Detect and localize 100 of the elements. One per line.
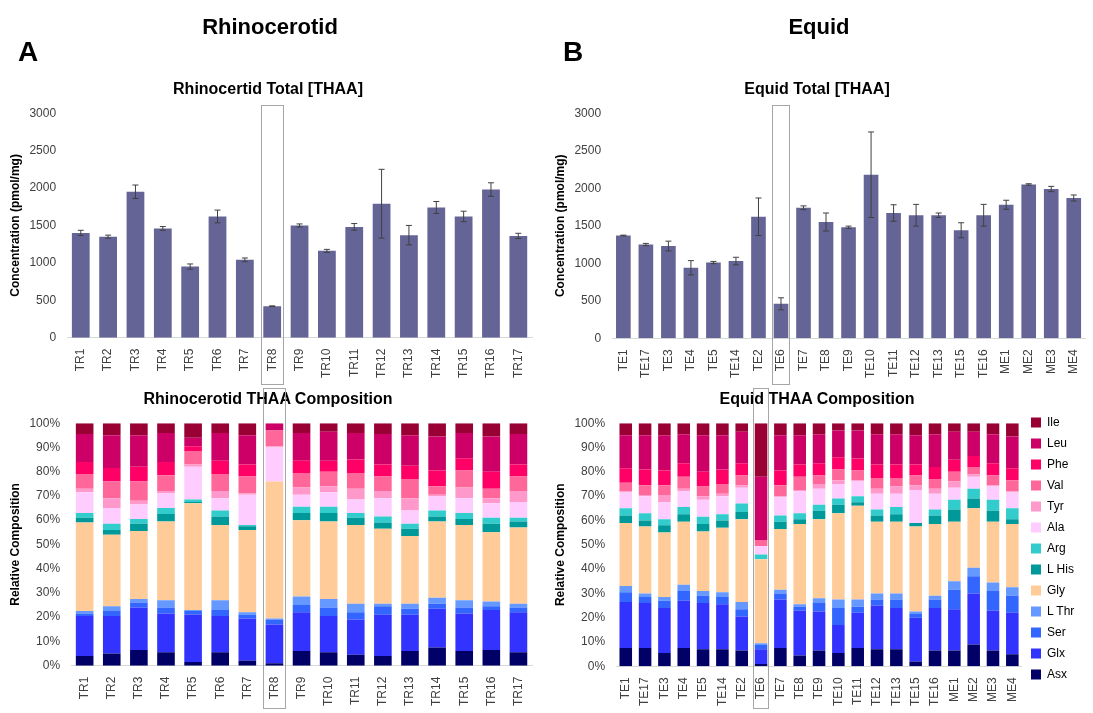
- y-tick-label: 500: [581, 293, 602, 308]
- legend-label: L His: [1046, 561, 1074, 576]
- legend-label: Ala: [1046, 519, 1065, 534]
- x-tick-label: TR3: [131, 676, 146, 700]
- x-tick-label: TR1: [73, 348, 88, 372]
- x-tick-label: TR9: [291, 348, 306, 372]
- text: Rhinocerotid: [202, 14, 338, 39]
- x-tick-label: TE4: [683, 349, 698, 372]
- legend-label: Leu: [1046, 435, 1068, 450]
- x-tick-label: TE16: [975, 349, 990, 379]
- x-tick-label: TE3: [656, 677, 671, 700]
- x-tick-label: TE11: [850, 677, 865, 706]
- x-tick-label: TR7: [239, 676, 254, 700]
- y-tick-label: 500: [36, 292, 57, 307]
- y-tick-label: 1000: [29, 255, 57, 270]
- x-tick-label: ME4: [1004, 677, 1019, 703]
- y-tick-label: 2500: [574, 143, 602, 158]
- legend-label: Val: [1046, 477, 1064, 492]
- x-tick-label: TE12: [908, 349, 923, 379]
- y-tick-label: 0%: [587, 658, 606, 673]
- x-tick-label: TE9: [840, 349, 855, 372]
- x-tick-label: TE2: [734, 677, 749, 700]
- x-tick-label: TE1: [618, 677, 633, 700]
- y-tick-label: 2000: [574, 180, 602, 195]
- y-tick-label: 2500: [29, 142, 57, 157]
- x-tick-label: TE16: [927, 677, 942, 707]
- x-tick-label: TR17: [510, 676, 525, 706]
- y-axis-title: Relative Composition: [7, 483, 22, 606]
- y-tick-label: 0: [49, 329, 57, 344]
- y-tick-label: 40%: [36, 560, 61, 575]
- x-tick-label: TE13: [888, 677, 903, 707]
- y-tick-label: 2000: [29, 180, 57, 195]
- x-tick-label: TE11: [885, 349, 900, 378]
- x-tick-label: TE17: [638, 349, 653, 379]
- x-tick-label: TE15: [953, 349, 968, 379]
- x-tick-label: TR4: [155, 348, 170, 372]
- x-tick-label: TR4: [158, 676, 173, 700]
- x-tick-label: TR2: [100, 348, 115, 372]
- y-tick-label: 70%: [581, 488, 606, 503]
- x-tick-label: TE15: [908, 677, 922, 707]
- legend-label: Ser: [1046, 624, 1066, 639]
- x-tick-label: TE6: [773, 349, 788, 372]
- x-tick-label: TE8: [818, 349, 833, 372]
- x-tick-label: TE14: [714, 677, 729, 707]
- y-tick-label: 60%: [36, 512, 61, 527]
- y-tick-label: 1000: [574, 255, 602, 270]
- x-tick-label: TR8: [266, 676, 281, 700]
- y-tick-label: 60%: [581, 512, 606, 527]
- x-tick-label: TR2: [104, 676, 119, 700]
- legend-label: Glx: [1046, 645, 1065, 660]
- legend-label: Arg: [1046, 540, 1066, 555]
- x-tick-label: ME1: [946, 677, 961, 703]
- y-tick-label: 100%: [29, 415, 61, 430]
- chart-title: Rhinocertid Total [THAA]: [173, 80, 363, 98]
- x-tick-label: TE17: [637, 677, 652, 707]
- legend-label: Phe: [1046, 456, 1069, 471]
- x-tick-label: ME2: [1021, 349, 1036, 375]
- x-tick-label: TR16: [483, 676, 498, 706]
- chart-title: Rhinocerotid THAA Composition: [143, 390, 393, 408]
- x-tick-label: TR5: [185, 676, 200, 700]
- x-tick-label: ME3: [1043, 349, 1058, 375]
- x-tick-label: TE1: [615, 349, 630, 372]
- x-tick-label: TE5: [695, 677, 710, 700]
- x-tick-label: TE12: [869, 677, 884, 707]
- y-tick-label: 3000: [29, 105, 57, 120]
- x-tick-label: TR16: [483, 348, 498, 378]
- x-tick-label: TE8: [792, 677, 807, 700]
- y-tick-label: 30%: [581, 585, 606, 600]
- y-tick-label: 50%: [36, 536, 61, 551]
- legend-label: Tyr: [1046, 498, 1064, 513]
- x-tick-label: TR7: [237, 348, 252, 372]
- x-tick-label: ME4: [1066, 349, 1081, 375]
- x-tick-label: TR13: [402, 676, 417, 706]
- x-tick-label: TE7: [795, 349, 810, 372]
- x-tick-label: ME1: [998, 349, 1013, 375]
- legend-label: Gly: [1046, 582, 1065, 597]
- chart-title: Equid Total [THAA]: [744, 80, 890, 98]
- y-tick-label: 50%: [581, 537, 606, 552]
- y-tick-label: 20%: [36, 609, 61, 624]
- x-tick-label: TR17: [510, 348, 525, 378]
- x-tick-label: TR11: [348, 676, 363, 706]
- legend-label: L Thr: [1046, 603, 1075, 618]
- y-tick-label: 40%: [581, 561, 606, 576]
- y-tick-label: 0%: [42, 657, 61, 672]
- y-axis-title: Concentration (pmol/mg): [7, 154, 22, 297]
- x-tick-label: TE3: [660, 349, 675, 372]
- x-tick-label: TR12: [373, 348, 388, 378]
- legend-label: Ile: [1046, 414, 1060, 429]
- x-tick-label: TE14: [728, 349, 743, 379]
- y-tick-label: 10%: [581, 634, 606, 649]
- y-tick-label: 3000: [574, 105, 602, 120]
- x-tick-label: TE10: [830, 677, 845, 707]
- y-tick-label: 80%: [36, 464, 61, 478]
- y-axis-title: Relative Composition: [552, 483, 567, 607]
- x-tick-label: TE13: [930, 349, 945, 379]
- text: Equid: [788, 14, 850, 39]
- x-tick-label: TR1: [76, 676, 91, 700]
- y-tick-label: 70%: [36, 488, 61, 503]
- x-tick-label: TE10: [863, 349, 878, 379]
- y-tick-label: 20%: [581, 610, 606, 625]
